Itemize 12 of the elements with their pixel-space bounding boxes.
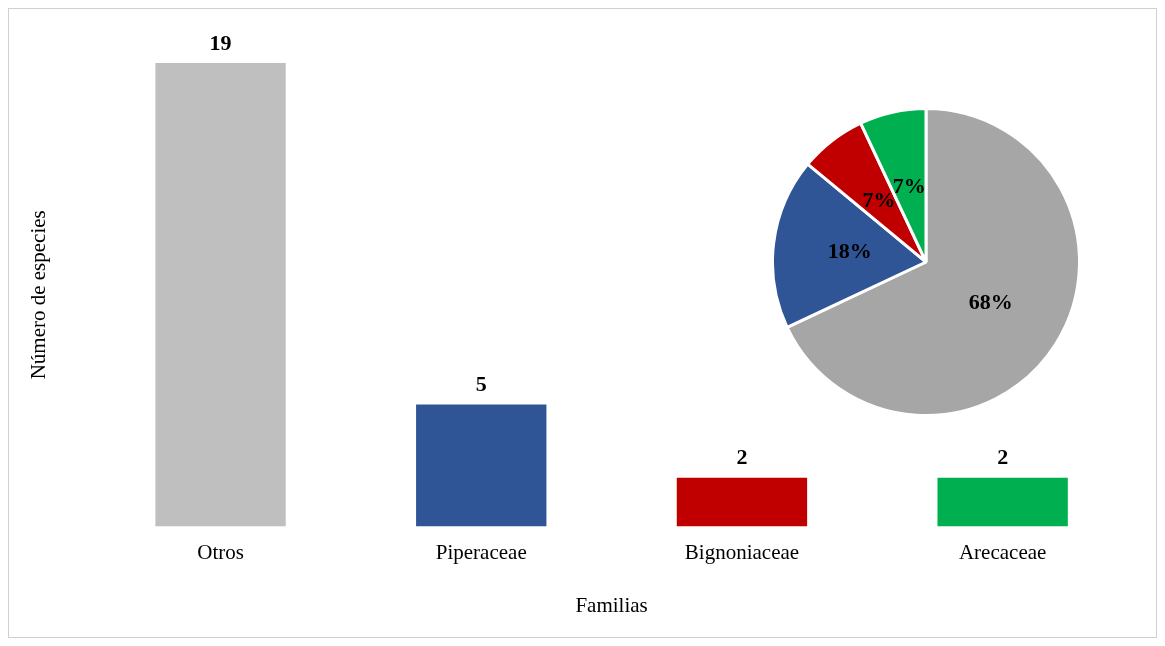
x-tick-label: Piperaceae bbox=[435, 539, 527, 564]
x-tick-label: Bignoniaceae bbox=[684, 539, 800, 564]
data-label: 5 bbox=[475, 371, 487, 397]
data-label: 18% bbox=[827, 238, 872, 264]
y-axis-title: Número de especies bbox=[26, 210, 51, 380]
data-label: 19 bbox=[209, 29, 232, 55]
data-label: 2 bbox=[736, 444, 748, 470]
x-tick-label: Otros bbox=[197, 539, 244, 564]
data-label: 2 bbox=[997, 444, 1009, 470]
x-tick-label: Arecaceae bbox=[958, 539, 1047, 564]
data-label: 68% bbox=[968, 288, 1013, 314]
x-axis-title: Familias bbox=[575, 592, 648, 617]
